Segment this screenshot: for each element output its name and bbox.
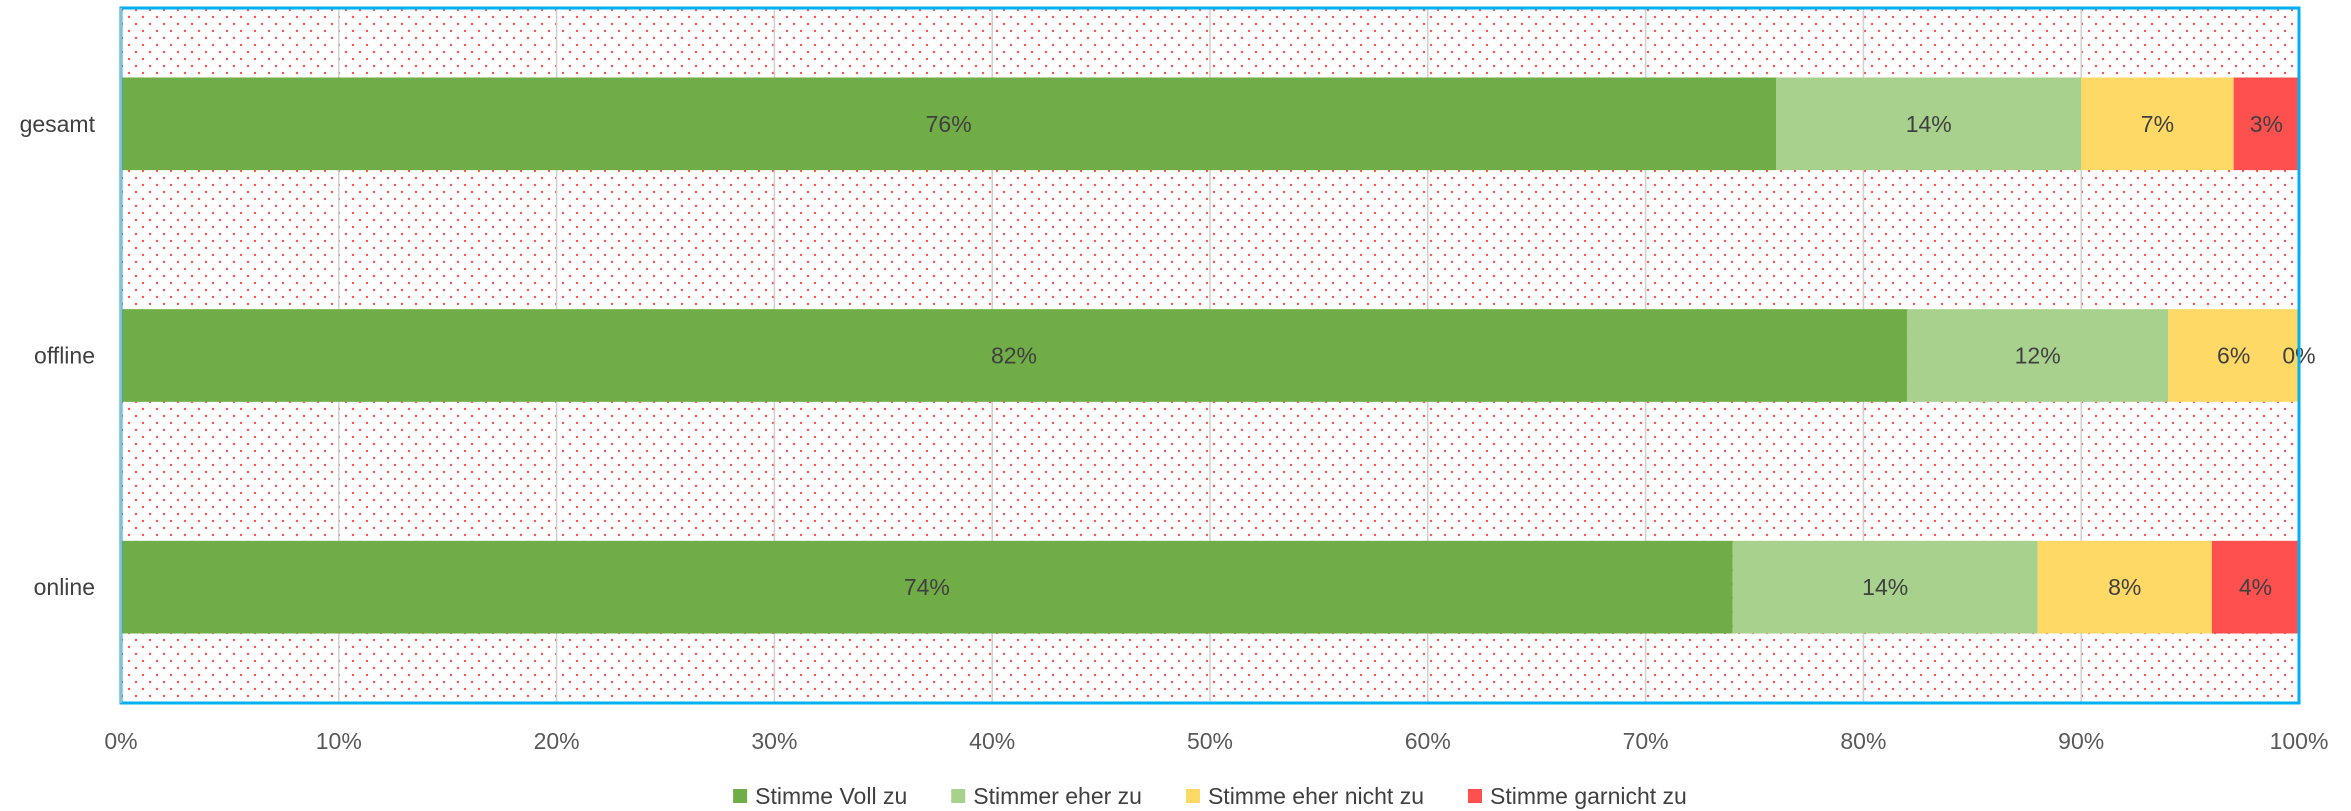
legend: Stimme Voll zu Stimmer eher zu Stimme eher… [733,783,1687,809]
tick-label: 40% [969,728,1015,754]
legend-item: Stimme Voll zu [733,783,907,809]
legend-swatch [951,789,966,803]
bar-online-stimme-garnicht-zu [2211,540,2299,634]
tick-label: 10% [316,728,362,754]
legend-swatch [733,789,748,803]
legend-label: Stimme Voll zu [755,783,907,809]
tick-label: 50% [1187,728,1233,754]
bar-offline-stimmer-eher-zu [1906,309,2169,402]
bar-group-gesamt: 76% 14% 7% 3% [121,77,2299,171]
value-axis: 0% 10% 20% 30% 40% 50% 60% 70% 80% 90% 100% [104,728,2328,754]
tick-label: 30% [751,728,797,754]
bar-offline-stimme-eher-nicht-zu [2168,309,2299,402]
data-label: 14% [1862,574,1908,600]
legend-item: Stimmer eher zu [951,783,1142,809]
tick-label: 60% [1405,728,1451,754]
bar-gesamt-stimme-garnicht-zu [2233,77,2299,171]
bar-gesamt-stimme-eher-nicht-zu [2081,77,2234,171]
bar-online-stimmer-eher-zu [1732,540,2038,634]
legend-swatch [1468,789,1482,803]
legend-label: Stimme eher nicht zu [1208,783,1424,809]
data-label: 82% [991,343,1037,369]
data-label: 7% [2141,111,2174,137]
tick-label: 70% [1623,728,1669,754]
legend-swatch [1185,789,1200,803]
data-label: 6% [2217,343,2250,369]
tick-label: 80% [1840,728,1886,754]
bar-group-online: 74% 14% 8% 4% [121,540,2299,634]
data-label: 76% [926,111,972,137]
category-label: offline [34,343,95,369]
tick-label: 0% [104,728,137,754]
data-label: 8% [2108,574,2141,600]
bar-offline-stimme-voll-zu [121,309,1907,402]
category-axis: gesamt offline online [20,8,122,703]
legend-label: Stimme garnicht zu [1490,783,1687,809]
bar-gesamt-stimme-voll-zu [121,77,1777,171]
data-label: 4% [2239,574,2272,600]
data-label: 3% [2250,111,2283,137]
data-label: 74% [904,574,950,600]
category-label: gesamt [20,111,96,137]
bars: 76% 14% 7% 3%82% 12% 6% 0%74% 14% 8% 4% [121,77,2316,634]
tick-label: 100% [2270,728,2329,754]
category-label: online [34,574,95,600]
legend-label: Stimmer eher zu [973,783,1142,809]
legend-item: Stimme eher nicht zu [1185,783,1424,809]
bar-online-stimme-eher-nicht-zu [2037,540,2212,634]
bar-online-stimme-voll-zu [121,540,1733,634]
legend-item: Stimme garnicht zu [1468,783,1687,809]
tick-label: 20% [534,728,580,754]
data-label: 12% [2015,343,2061,369]
bar-gesamt-stimmer-eher-zu [1776,77,2082,171]
data-label: 14% [1906,111,1952,137]
tick-label: 90% [2058,728,2104,754]
bar-group-offline: 82% 12% 6% 0% [121,309,2316,402]
